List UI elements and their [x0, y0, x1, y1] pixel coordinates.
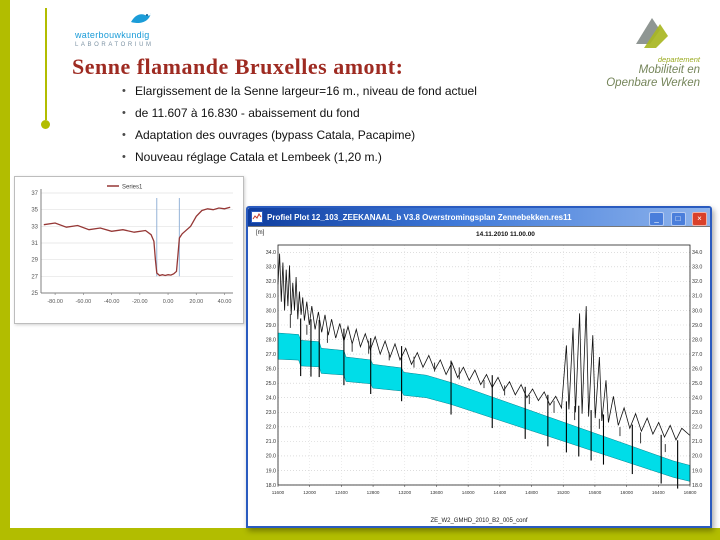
svg-text:16800: 16800 — [684, 490, 697, 495]
svg-text:Series1: Series1 — [122, 185, 143, 191]
cross-section-chart: 25 27 29 31 33 35 37 -80.00 -60.00 -40.00 -20.00 0.… — [31, 185, 233, 305]
svg-text:30.0: 30.0 — [692, 308, 702, 314]
svg-text:20.0: 20.0 — [692, 454, 702, 460]
svg-text:33.0: 33.0 — [266, 265, 276, 271]
svg-text:37: 37 — [31, 191, 38, 197]
svg-text:25.0: 25.0 — [692, 381, 702, 387]
svg-text:23.0: 23.0 — [266, 410, 276, 416]
water-lab-logo-icon — [129, 10, 153, 26]
maximize-button[interactable]: □ — [670, 212, 686, 226]
bullet-item: Adaptation des ouvrages (bypass Catala, … — [120, 129, 477, 143]
y-axis-unit-label: [m] — [256, 230, 265, 236]
svg-text:20.0: 20.0 — [266, 454, 276, 460]
bottom-accent-bar — [0, 528, 720, 540]
close-button[interactable]: × — [692, 212, 707, 226]
flanders-logo-icon — [630, 14, 674, 54]
svg-text:31.0: 31.0 — [266, 294, 276, 300]
svg-text:32.0: 32.0 — [692, 279, 702, 285]
svg-text:18.0: 18.0 — [692, 483, 702, 489]
svg-text:19.0: 19.0 — [266, 468, 276, 474]
water-lab-subtitle: LABORATORIUM — [75, 42, 154, 48]
svg-text:22.0: 22.0 — [692, 425, 702, 431]
svg-text:28.0: 28.0 — [266, 337, 276, 343]
svg-text:16000: 16000 — [620, 490, 633, 495]
svg-text:-80.00: -80.00 — [47, 299, 63, 305]
svg-text:30.0: 30.0 — [266, 308, 276, 314]
svg-text:-20.00: -20.00 — [132, 299, 148, 305]
svg-text:28.0: 28.0 — [692, 337, 702, 343]
svg-text:29.0: 29.0 — [266, 323, 276, 329]
svg-text:33.0: 33.0 — [692, 265, 702, 271]
svg-text:0.00: 0.00 — [163, 299, 174, 305]
svg-text:40.00: 40.00 — [218, 299, 232, 305]
window-icon — [251, 211, 263, 223]
svg-text:32.0: 32.0 — [266, 279, 276, 285]
plot-status-text: ZE_W2_GMHD_2010_B2_005_conf — [430, 518, 528, 524]
accent-dot — [41, 120, 50, 129]
svg-text:12400: 12400 — [335, 490, 348, 495]
svg-text:18.0: 18.0 — [266, 483, 276, 489]
svg-text:29.0: 29.0 — [692, 323, 702, 329]
svg-text:12000: 12000 — [303, 490, 316, 495]
svg-text:25.0: 25.0 — [266, 381, 276, 387]
flanders-logo: departement Mobiliteit en Openbare Werke… — [566, 14, 716, 90]
page-title: Senne flamande Bruxelles amont: — [72, 54, 404, 79]
bullet-item: Elargissement de la Senne largeur=16 m.,… — [120, 85, 477, 99]
profile-plot-window: Profiel Plot 12_103_ZEEKANAAL_b V3.8 Ove… — [246, 206, 712, 528]
plot-datetime-label: 14.11.2010 11.00.00 — [476, 231, 535, 238]
minimize-button[interactable]: _ — [649, 212, 665, 226]
svg-text:26.0: 26.0 — [266, 366, 276, 372]
svg-text:35: 35 — [31, 208, 38, 214]
svg-text:25: 25 — [31, 291, 38, 297]
svg-text:22.0: 22.0 — [266, 425, 276, 431]
svg-text:-40.00: -40.00 — [104, 299, 120, 305]
window-controls: _ □ × — [647, 208, 707, 226]
window-titlebar[interactable]: Profiel Plot 12_103_ZEEKANAAL_b V3.8 Ove… — [248, 208, 710, 226]
flanders-openbare-label: Openbare Werken — [606, 77, 700, 89]
svg-text:12800: 12800 — [367, 490, 380, 495]
svg-text:23.0: 23.0 — [692, 410, 702, 416]
svg-text:14400: 14400 — [493, 490, 506, 495]
bullet-item: de 11.607 à 16.830 - abaissement du fond — [120, 107, 477, 121]
water-lab-name: waterbouwkundig — [75, 30, 150, 40]
svg-text:13600: 13600 — [430, 490, 443, 495]
svg-text:34.0: 34.0 — [266, 250, 276, 256]
svg-text:24.0: 24.0 — [692, 396, 702, 402]
svg-text:31: 31 — [31, 241, 38, 247]
svg-text:15600: 15600 — [589, 490, 602, 495]
svg-text:19.0: 19.0 — [692, 468, 702, 474]
svg-text:29: 29 — [31, 258, 38, 264]
bullet-item: Nouveau réglage Catala et Lembeek (1,20 … — [120, 151, 477, 165]
vertical-accent-line — [45, 8, 47, 120]
svg-text:33: 33 — [31, 224, 38, 230]
flanders-dept-label: departement — [657, 55, 700, 64]
svg-text:13200: 13200 — [398, 490, 411, 495]
svg-text:27.0: 27.0 — [692, 352, 702, 358]
flanders-mobiliteit-label: Mobiliteit en — [638, 64, 700, 76]
svg-text:15200: 15200 — [557, 490, 570, 495]
svg-text:14800: 14800 — [525, 490, 538, 495]
waterbouwkundig-logo: waterbouwkundig LABORATORIUM — [75, 10, 195, 52]
svg-text:27: 27 — [31, 274, 38, 280]
svg-text:14000: 14000 — [462, 490, 475, 495]
svg-text:21.0: 21.0 — [692, 439, 702, 445]
svg-text:24.0: 24.0 — [266, 396, 276, 402]
cross-section-panel: 25 27 29 31 33 35 37 -80.00 -60.00 -40.00 -20.00 0.… — [14, 176, 244, 324]
svg-text:-60.00: -60.00 — [76, 299, 92, 305]
svg-text:16400: 16400 — [652, 490, 665, 495]
svg-text:34.0: 34.0 — [692, 250, 702, 256]
bullet-list: Elargissement de la Senne largeur=16 m.,… — [120, 85, 477, 173]
plot-area: [m] 14.11.2010 11.00.00 34.0 34.0 33.0 33.0… — [248, 226, 710, 526]
left-accent-bar — [0, 0, 10, 540]
svg-text:20.00: 20.00 — [189, 299, 203, 305]
window-title: Profiel Plot 12_103_ZEEKANAAL_b V3.8 Ove… — [267, 212, 572, 222]
longitudinal-profile-chart: 34.0 34.0 33.0 33.0 32.0 32.0 31.0 31.0 30.0 30.0… — [266, 244, 702, 495]
svg-text:21.0: 21.0 — [266, 439, 276, 445]
svg-text:26.0: 26.0 — [692, 366, 702, 372]
svg-text:11600: 11600 — [272, 490, 285, 495]
svg-text:31.0: 31.0 — [692, 294, 702, 300]
svg-text:27.0: 27.0 — [266, 352, 276, 358]
